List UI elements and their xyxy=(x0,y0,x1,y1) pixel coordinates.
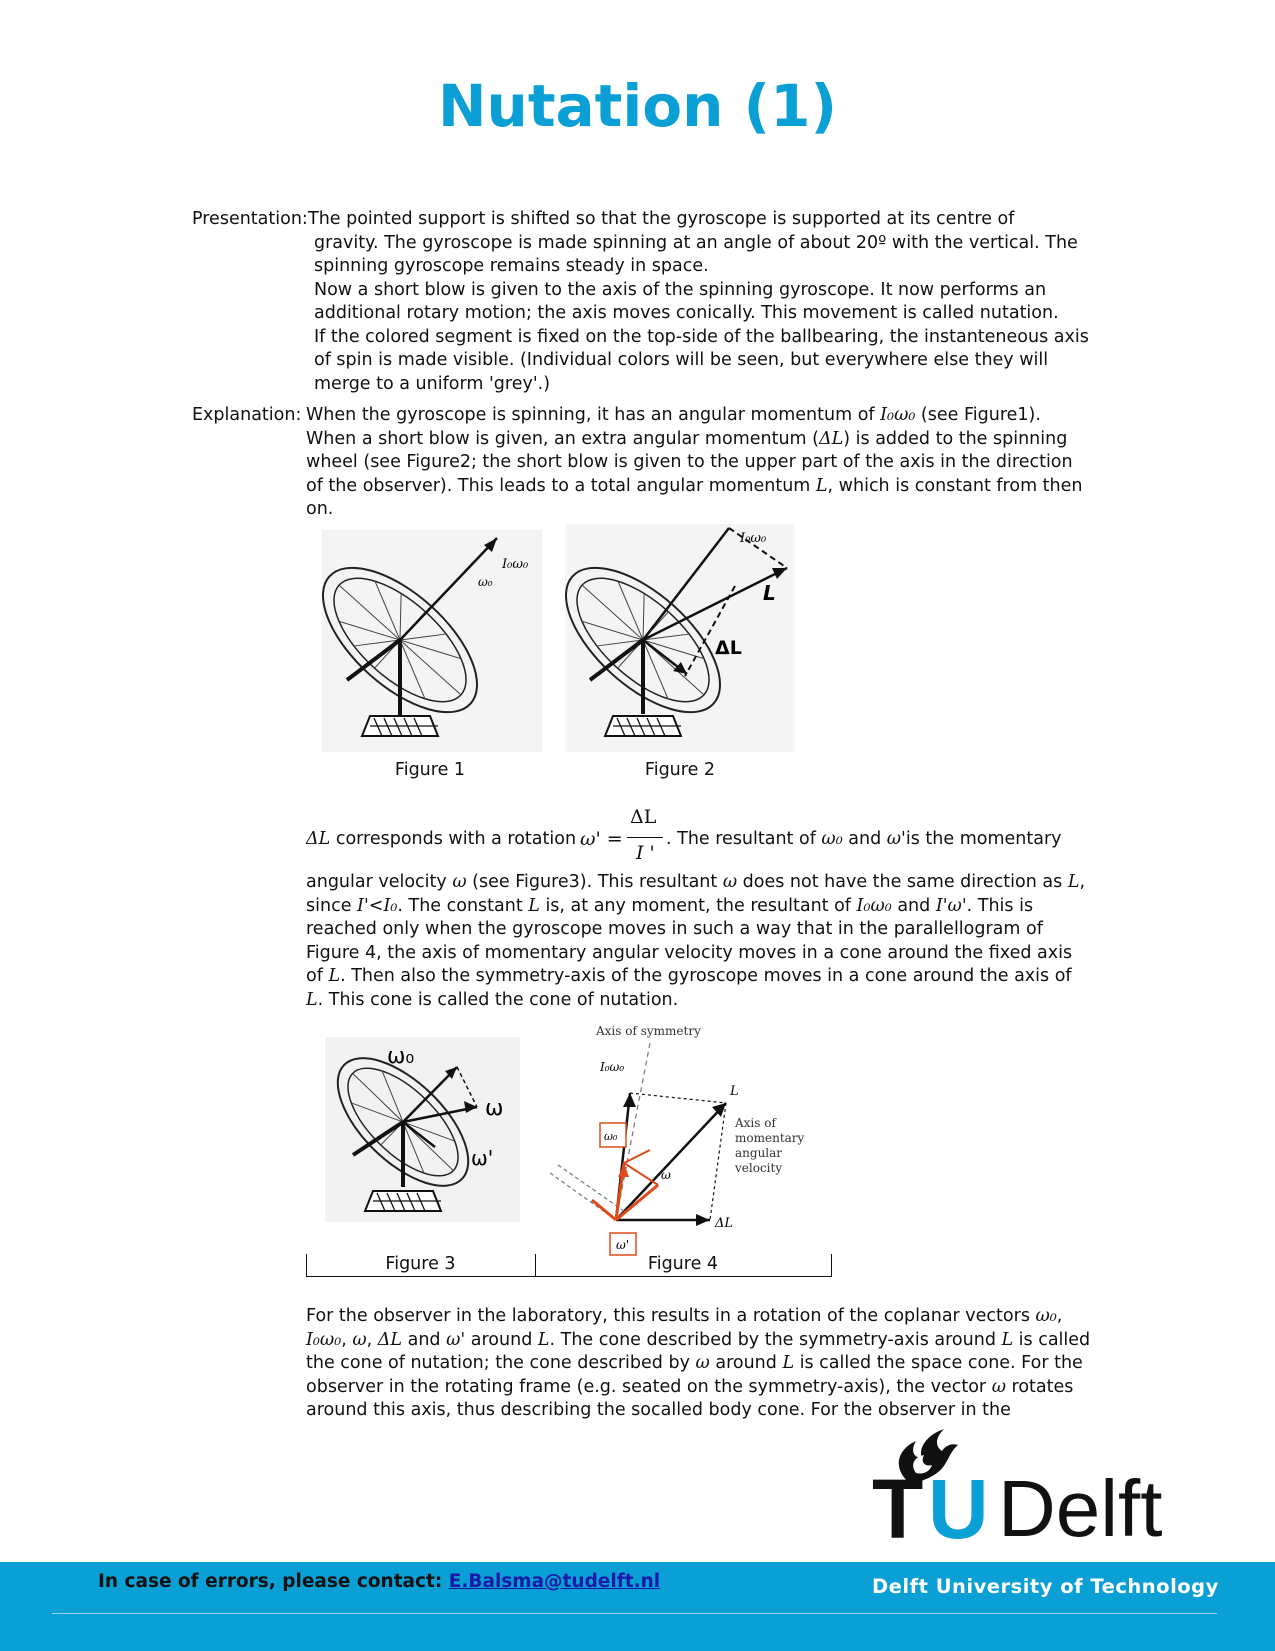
presentation-line: spinning gyroscope remains steady in spa… xyxy=(314,256,709,276)
presentation-line: gravity. The gyroscope is made spinning … xyxy=(314,232,1078,253)
figure-3-label-omega0: ω₀ xyxy=(387,1044,414,1069)
figure-4-label-omega: ω xyxy=(661,1168,671,1182)
rotation-line-1: ΔL corresponds with a rotation xyxy=(306,829,577,849)
figure-3-label-omega-prime: ω' xyxy=(471,1146,493,1170)
figure-1-caption: Figure 1 xyxy=(394,760,466,780)
figure-4-label-axis-line-1: Axis of xyxy=(734,1116,777,1130)
rotation-line: since I'<I₀. The constant L is, at any m… xyxy=(306,895,1034,916)
logo-delft: Delft xyxy=(998,1464,1163,1553)
figure-4-label-axis-line-3: angular xyxy=(735,1146,782,1160)
figure-1-label-momentum: I₀ω₀ xyxy=(501,557,529,572)
explanation-line: on. xyxy=(306,499,334,519)
observer-line: around this axis, thus describing the so… xyxy=(306,1400,1011,1420)
fraction-bar xyxy=(627,837,663,838)
figure-2-label-deltaL: ΔL xyxy=(715,637,742,659)
figure-3-caption: Figure 3 xyxy=(385,1254,456,1274)
figure-4-caption: Figure 4 xyxy=(647,1254,719,1274)
observer-line: the cone of nutation; the cone described… xyxy=(306,1353,1083,1373)
tu-delft-logo: T U Delft xyxy=(872,1425,1192,1555)
figure-2-caption: Figure 2 xyxy=(644,760,716,780)
figure-2-label-L: L xyxy=(763,581,776,605)
figure-3-label-omega: ω xyxy=(485,1096,503,1121)
figure-1-label-omega: ω₀ xyxy=(478,575,493,589)
figure-2-gyroscope: I₀ω₀ L ΔL xyxy=(565,524,795,752)
explanation-text: When the gyroscope is spinning, it has a… xyxy=(306,404,1096,522)
observer-line: observer in the rotating frame (e.g. sea… xyxy=(306,1376,1074,1397)
figure-4-label-axis-line-4: velocity xyxy=(734,1161,782,1175)
footer-contact-label: In case of errors, please contact: xyxy=(98,1571,449,1592)
rotation-line: L. This cone is called the cone of nutat… xyxy=(306,989,679,1010)
figure-4-label-deltaL: ΔL xyxy=(714,1216,733,1231)
presentation-line: Now a short blow is given to the axis of… xyxy=(314,279,1047,300)
presentation-line: If the colored segment is fixed on the t… xyxy=(314,326,1089,347)
figure-1-gyroscope: I₀ω₀ ω₀ xyxy=(322,530,542,752)
figure-3-4-caption-table: Figure 3 Figure 4 xyxy=(306,1254,832,1277)
presentation-line: additional rotary motion; the axis moves… xyxy=(314,303,1059,323)
rotation-line-1b: . The resultant of ω₀ and ω'is the momen… xyxy=(666,829,1062,849)
rotation-text: angular velocity ω (see Figure3). This r… xyxy=(306,871,1106,1012)
figure-3-gyroscope: ω₀ ω ω' xyxy=(325,1037,520,1222)
flame-icon xyxy=(898,1429,958,1485)
logo-letter-t: T xyxy=(872,1462,924,1556)
figure-4-label-momentum: I₀ω₀ xyxy=(599,1060,624,1074)
presentation-line: The pointed support is shifted so that t… xyxy=(308,209,1015,229)
explanation-line: wheel (see Figure2; the short blow is gi… xyxy=(306,452,1073,472)
figure-4-label-axis-line-2: momentary xyxy=(735,1131,805,1145)
footer-bar xyxy=(0,1562,1275,1651)
footer-contact: In case of errors, please contact: E.Bal… xyxy=(98,1571,660,1592)
observer-line: I₀ω₀, ω, ΔL and ω' around L. The cone de… xyxy=(306,1329,1091,1350)
figure-4-label-symmetry-axis: Axis of symmetry xyxy=(595,1024,701,1038)
rotation-line: of L. Then also the symmetry-axis of the… xyxy=(306,966,1072,986)
presentation-label: Presentation: xyxy=(192,209,308,229)
observer-line: For the observer in the laboratory, this… xyxy=(306,1306,1063,1326)
figure-4-label-L: L xyxy=(729,1084,739,1099)
rotation-line: angular velocity ω (see Figure3). This r… xyxy=(306,872,1086,892)
footer-university-name: Delft University of Technology xyxy=(872,1575,1219,1598)
explanation-line: of the observer). This leads to a total … xyxy=(306,475,1083,496)
explanation-label: Explanation: xyxy=(192,405,302,425)
explanation-line: When the gyroscope is spinning, it has a… xyxy=(306,405,1041,425)
presentation-text: The pointed support is shifted so that t… xyxy=(308,208,1094,396)
presentation-line: of spin is made visible. (Individual col… xyxy=(314,350,1049,370)
presentation-line: merge to a uniform 'grey'.) xyxy=(314,373,551,394)
footer-contact-email-link[interactable]: E.Balsma@tudelft.nl xyxy=(448,1571,661,1592)
rotation-line: Figure 4, the axis of momentary angular … xyxy=(306,942,1073,963)
logo-letter-u: U xyxy=(928,1462,989,1556)
page-title: Nutation (1) xyxy=(437,72,837,140)
explanation-line: When a short blow is given, an extra ang… xyxy=(306,428,1068,449)
footer-divider xyxy=(52,1613,1217,1614)
figure-4-parallelogram: Axis of symmetry ω₀ ω ω' I₀ω₀ L Axis of … xyxy=(550,1015,820,1257)
figure-2-label-momentum: I₀ω₀ xyxy=(739,531,767,546)
observer-text: For the observer in the laboratory, this… xyxy=(306,1305,1106,1423)
rotation-line: reached only when the gyroscope moves in… xyxy=(306,919,1043,939)
figure-4-label-omega-prime: ω' xyxy=(616,1238,629,1252)
figure-4-label-omega0: ω₀ xyxy=(604,1130,618,1143)
